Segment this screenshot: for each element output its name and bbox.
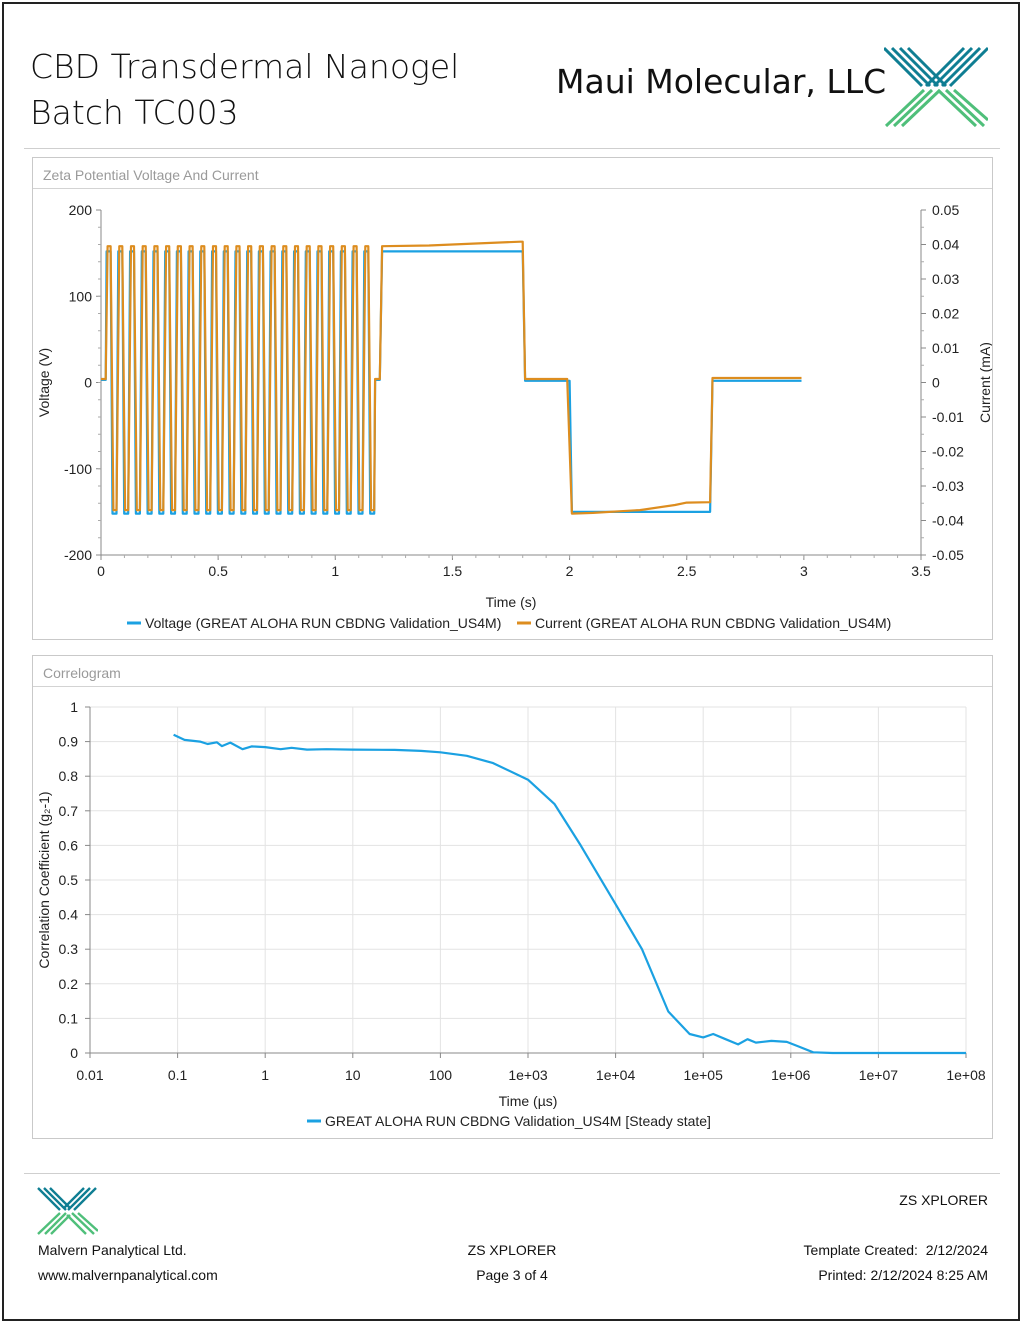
y-tick-label: 0 xyxy=(70,1045,78,1061)
y2-tick-label: 0.05 xyxy=(932,202,959,218)
y2-tick-label: 0 xyxy=(932,375,940,391)
y-tick-label: 0.1 xyxy=(59,1010,79,1026)
y2-tick-label: 0.04 xyxy=(932,237,959,253)
panel-divider xyxy=(33,188,992,189)
zeta-chart: 0 0.5 1 1.5 2 2.5 3 3.5 200 100 0 -100 -200 0.05 0.04 0… xyxy=(36,202,992,631)
y-tick-label: 0.4 xyxy=(59,907,79,923)
y2-tick-label: 0.02 xyxy=(932,306,959,322)
x-tick-label: 0.5 xyxy=(208,563,228,579)
zeta-panel-title: Zeta Potential Voltage And Current xyxy=(43,167,259,183)
legend-voltage-label: Voltage (GREAT ALOHA RUN CBDNG Validatio… xyxy=(145,615,501,631)
y-tick-label: 0.7 xyxy=(59,803,79,819)
y-tick-label: -200 xyxy=(64,547,92,563)
x-tick-label: 3.5 xyxy=(911,563,931,579)
correlogram-panel-title: Correlogram xyxy=(43,665,121,681)
x-tick-label: 1.5 xyxy=(443,563,463,579)
y-axis-title: Voltage (V) xyxy=(36,348,52,417)
y-tick-label: 0.2 xyxy=(59,976,79,992)
y2-tick-label: -0.02 xyxy=(932,444,964,460)
y2-axis-title: Current (mA) xyxy=(977,342,992,423)
correlogram-chart: 1 0.9 0.8 0.7 0.6 0.5 0.4 0.3 0.2 0.1 0 0.01 0.1 1 10 1… xyxy=(36,699,986,1129)
x-tick-label: 1e+06 xyxy=(771,1067,811,1083)
malvern-logo xyxy=(37,1187,98,1235)
legend-current-label: Current (GREAT ALOHA RUN CBDNG Validatio… xyxy=(535,615,891,631)
x-tick-label: 1 xyxy=(261,1067,269,1083)
x-tick-label: 1e+03 xyxy=(508,1067,548,1083)
x-tick-label: 2 xyxy=(566,563,574,579)
y-tick-label: 0 xyxy=(84,375,92,391)
y-tick-label: 0.5 xyxy=(59,872,79,888)
correlogram-panel: Correlogram 1 0.9 0.8 0.7 0.6 0.5 0.4 0.3 0.2 0.1… xyxy=(32,655,993,1139)
x-tick-label: 1e+05 xyxy=(684,1067,724,1083)
y-axis-title: Correlation Coefficient (g₂-1) xyxy=(36,791,52,968)
y-tick-label: 200 xyxy=(69,202,93,218)
x-tick-label: 1e+07 xyxy=(859,1067,899,1083)
y-tick-label: 0.6 xyxy=(59,837,79,853)
y2-tick-label: -0.05 xyxy=(932,547,964,563)
y-tick-label: 0.8 xyxy=(59,768,79,784)
footer-software-center: ZS XPLORER xyxy=(467,1242,557,1258)
y2-tick-label: 0.03 xyxy=(932,271,959,287)
y-tick-label: 0.3 xyxy=(59,941,79,957)
footer-printed: Printed: 2/12/2024 8:25 AM xyxy=(818,1267,988,1283)
footer-company: Malvern Panalytical Ltd. xyxy=(38,1242,187,1258)
correlation-series-line xyxy=(173,733,966,1055)
header-divider xyxy=(24,148,1000,149)
current-series-line xyxy=(101,240,802,515)
x-tick-label: 0 xyxy=(97,563,105,579)
x-tick-label: 1e+08 xyxy=(946,1067,986,1083)
footer-page-number: Page 3 of 4 xyxy=(476,1267,548,1283)
y2-tick-label: -0.03 xyxy=(932,478,964,494)
report-title: CBD Transdermal Nanogel Batch TC003 xyxy=(30,47,460,132)
y-tick-label: 100 xyxy=(69,288,93,304)
footer-software-right: ZS XPLORER xyxy=(899,1192,988,1208)
y2-tick-label: -0.01 xyxy=(932,409,964,425)
footer-template-created: Template Created: 2/12/2024 xyxy=(803,1242,988,1258)
x-tick-label: 0.1 xyxy=(168,1067,188,1083)
company-name: Maui Molecular, LLC xyxy=(556,62,887,101)
x-tick-label: 3 xyxy=(800,563,808,579)
x-tick-label: 100 xyxy=(429,1067,453,1083)
x-tick-label: 1e+04 xyxy=(596,1067,636,1083)
y-tick-label: 1 xyxy=(70,699,78,715)
x-tick-label: 10 xyxy=(345,1067,361,1083)
y2-tick-label: 0.01 xyxy=(932,340,959,356)
footer-divider xyxy=(24,1173,1000,1174)
y-tick-label: -100 xyxy=(64,461,92,477)
zeta-panel: Zeta Potential Voltage And Current 0 0.5 1… xyxy=(32,157,993,640)
x-tick-label: 1 xyxy=(331,563,339,579)
brand-logo xyxy=(884,46,988,128)
x-tick-label: 0.01 xyxy=(76,1067,103,1083)
y-tick-label: 0.9 xyxy=(59,734,79,750)
panel-divider xyxy=(33,686,992,687)
y2-tick-label: -0.04 xyxy=(932,513,964,529)
x-tick-label: 2.5 xyxy=(677,563,697,579)
x-axis-title: Time (µs) xyxy=(499,1093,558,1109)
footer-website[interactable]: www.malvernpanalytical.com xyxy=(38,1267,218,1283)
legend-correlation-label: GREAT ALOHA RUN CBDNG Validation_US4M [S… xyxy=(325,1113,711,1129)
x-axis-title: Time (s) xyxy=(486,594,537,610)
